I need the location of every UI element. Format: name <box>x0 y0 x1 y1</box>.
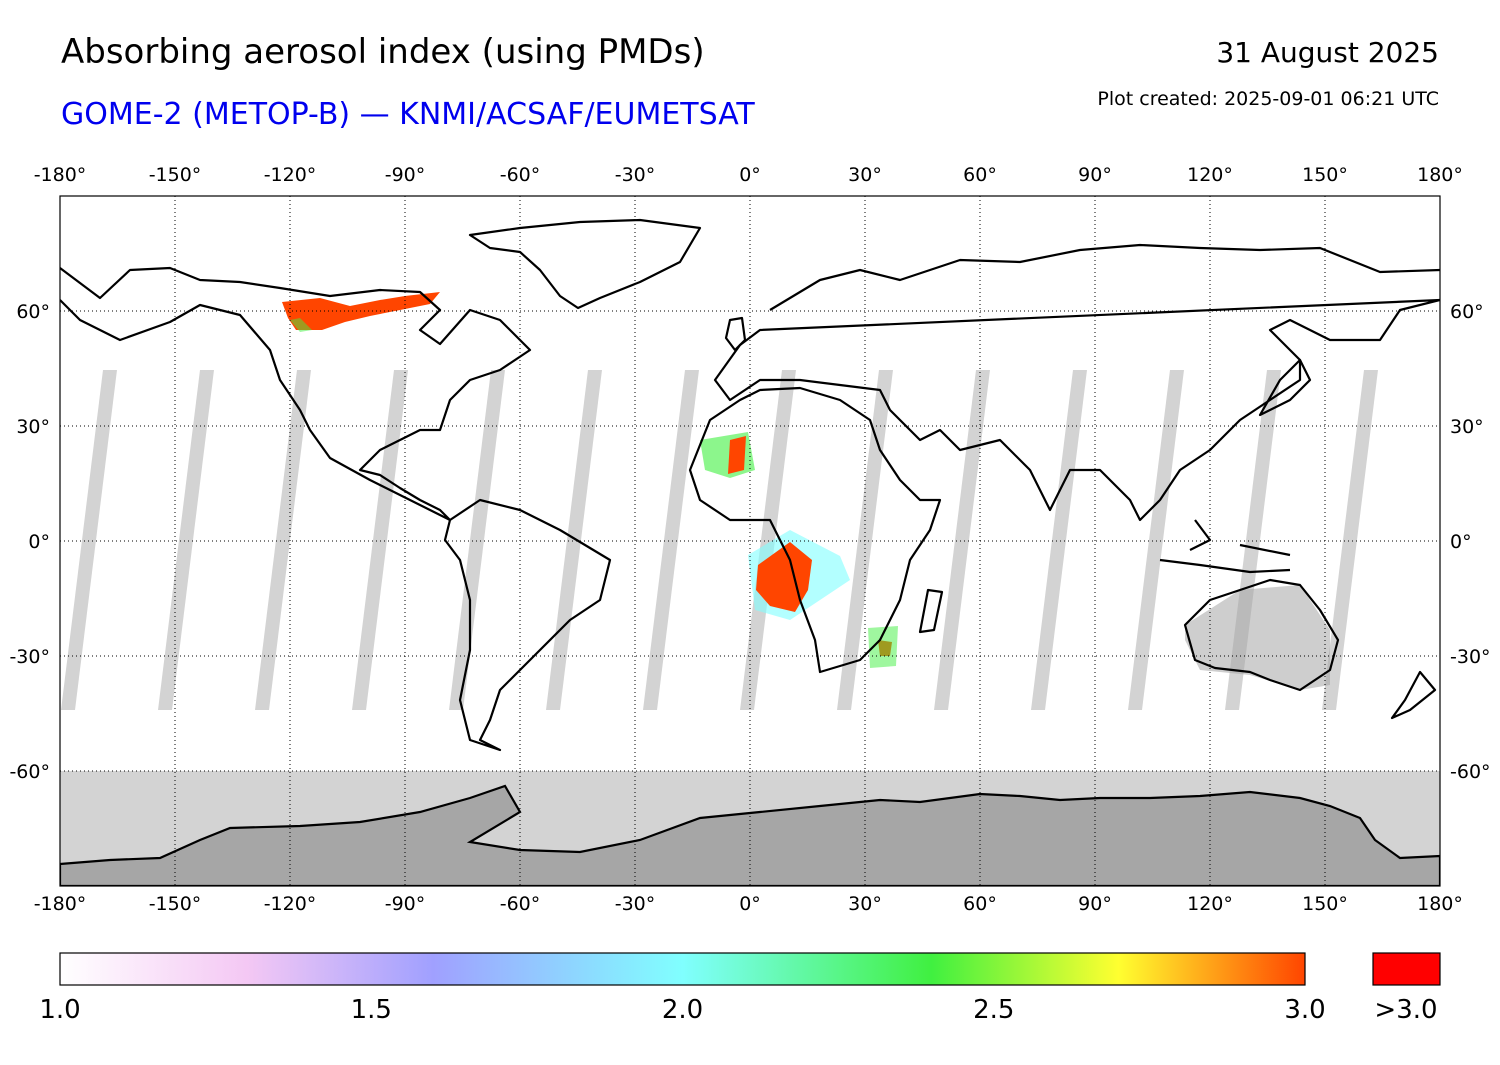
latitude-tick-label: 0° <box>1450 531 1472 553</box>
coast-africa-europe <box>688 386 942 674</box>
coastlines <box>60 218 1440 752</box>
longitude-tick-label: 120° <box>1187 893 1233 915</box>
colorbar-tick-label: 1.0 <box>39 995 81 1025</box>
longitude-tick-label: -60° <box>500 164 541 186</box>
longitude-tick-label: -90° <box>385 164 426 186</box>
latitude-tick-label: 60° <box>16 301 50 323</box>
colorbar-tick-label: 2.5 <box>973 995 1015 1025</box>
latitude-tick-label: 60° <box>1450 301 1484 323</box>
orbit-gap-swath <box>352 370 408 710</box>
coast-north-america <box>60 266 532 522</box>
longitude-tick-label: 0° <box>739 164 761 186</box>
longitude-tick-label: 150° <box>1302 164 1348 186</box>
coast-japan <box>1258 358 1312 417</box>
plot-created-timestamp: Plot created: 2025-09-01 06:21 UTC <box>1097 88 1439 110</box>
latitude-tick-label: -30° <box>1450 646 1491 668</box>
plume-canada-halo <box>290 318 312 332</box>
latitude-tick-label: -60° <box>1450 761 1491 783</box>
orbit-gap-swath <box>740 370 796 710</box>
colorbar-tick-label: 1.5 <box>350 995 392 1025</box>
coast-uk <box>724 316 747 352</box>
coast-australia <box>1183 578 1340 692</box>
longitude-tick-label: 90° <box>1078 164 1112 186</box>
longitude-tick-label: -90° <box>385 893 426 915</box>
latitude-tick-label: 30° <box>1450 416 1484 438</box>
latitude-labels-right: 60° 30° 0° -30° -60° <box>1450 301 1491 783</box>
map-subtitle: GOME-2 (METOP-B) — KNMI/ACSAF/EUMETSAT <box>61 97 755 132</box>
longitude-tick-label: 180° <box>1417 893 1463 915</box>
plume-se-africa-halo <box>868 626 898 668</box>
colorbar-tick-label: 2.0 <box>661 995 704 1025</box>
australia-no-data <box>1185 585 1330 690</box>
longitude-tick-label: -150° <box>149 893 202 915</box>
longitude-tick-label: 120° <box>1187 164 1233 186</box>
longitude-tick-label: -180° <box>34 164 87 186</box>
orbit-gap-swath <box>1322 370 1378 710</box>
longitude-tick-label: 60° <box>963 164 997 186</box>
orbit-gap-swath <box>61 370 117 710</box>
longitude-tick-label: -30° <box>615 164 656 186</box>
longitude-tick-label: 150° <box>1302 893 1348 915</box>
map-date: 31 August 2025 <box>1216 36 1439 69</box>
orbit-gap-swath <box>643 370 699 710</box>
orbit-gap-swath <box>255 370 311 710</box>
colorbar-over-label: >3.0 <box>1374 995 1438 1025</box>
longitude-tick-label: 30° <box>848 164 882 186</box>
longitude-tick-label: -30° <box>615 893 656 915</box>
coast-new-zealand <box>1390 670 1437 720</box>
map-title: Absorbing aerosol index (using PMDs) <box>61 32 705 72</box>
longitude-tick-label: -120° <box>264 164 317 186</box>
longitude-tick-label: 180° <box>1417 164 1463 186</box>
colorbar-overflow-swatch <box>1372 952 1441 986</box>
longitude-tick-label: 60° <box>963 893 997 915</box>
latitude-tick-label: 0° <box>28 531 50 553</box>
latitude-labels-left: 60° 30° 0° -30° -60° <box>9 301 50 783</box>
longitude-tick-label: -120° <box>264 893 317 915</box>
longitude-tick-label: 90° <box>1078 893 1112 915</box>
orbit-gap-swath <box>1128 370 1184 710</box>
coast-madagascar <box>918 588 944 634</box>
latitude-tick-label: -60° <box>9 761 50 783</box>
orbit-gap-swath <box>1031 370 1087 710</box>
colorbar <box>59 952 1306 986</box>
colorbar-tick-label: 3.0 <box>1284 995 1326 1025</box>
orbit-gap-swath <box>546 370 602 710</box>
longitude-tick-label: -150° <box>149 164 202 186</box>
longitude-tick-label: 30° <box>848 893 882 915</box>
longitude-tick-label: -180° <box>34 893 87 915</box>
coast-eurasia <box>713 243 1440 522</box>
longitude-tick-label: 0° <box>739 893 761 915</box>
graticule <box>60 196 1440 886</box>
longitude-labels-bottom: -180° -150° -120° -90° -60° -30° 0° 30° 60° 90° 12… <box>34 893 1463 915</box>
orbit-gap-swath <box>934 370 990 710</box>
orbit-gap-swath <box>158 370 214 710</box>
orbit-gap-swath <box>449 370 505 710</box>
coast-south-america <box>443 498 612 752</box>
longitude-tick-label: -60° <box>500 893 541 915</box>
plume-nw-africa <box>728 436 746 474</box>
latitude-tick-label: 30° <box>16 416 50 438</box>
longitude-labels-top: -180° -150° -120° -90° -60° -30° 0° 30° 60° 90° 12… <box>34 164 1463 186</box>
map-frame <box>59 195 1441 887</box>
latitude-tick-label: -30° <box>9 646 50 668</box>
coast-greenland <box>468 218 702 310</box>
